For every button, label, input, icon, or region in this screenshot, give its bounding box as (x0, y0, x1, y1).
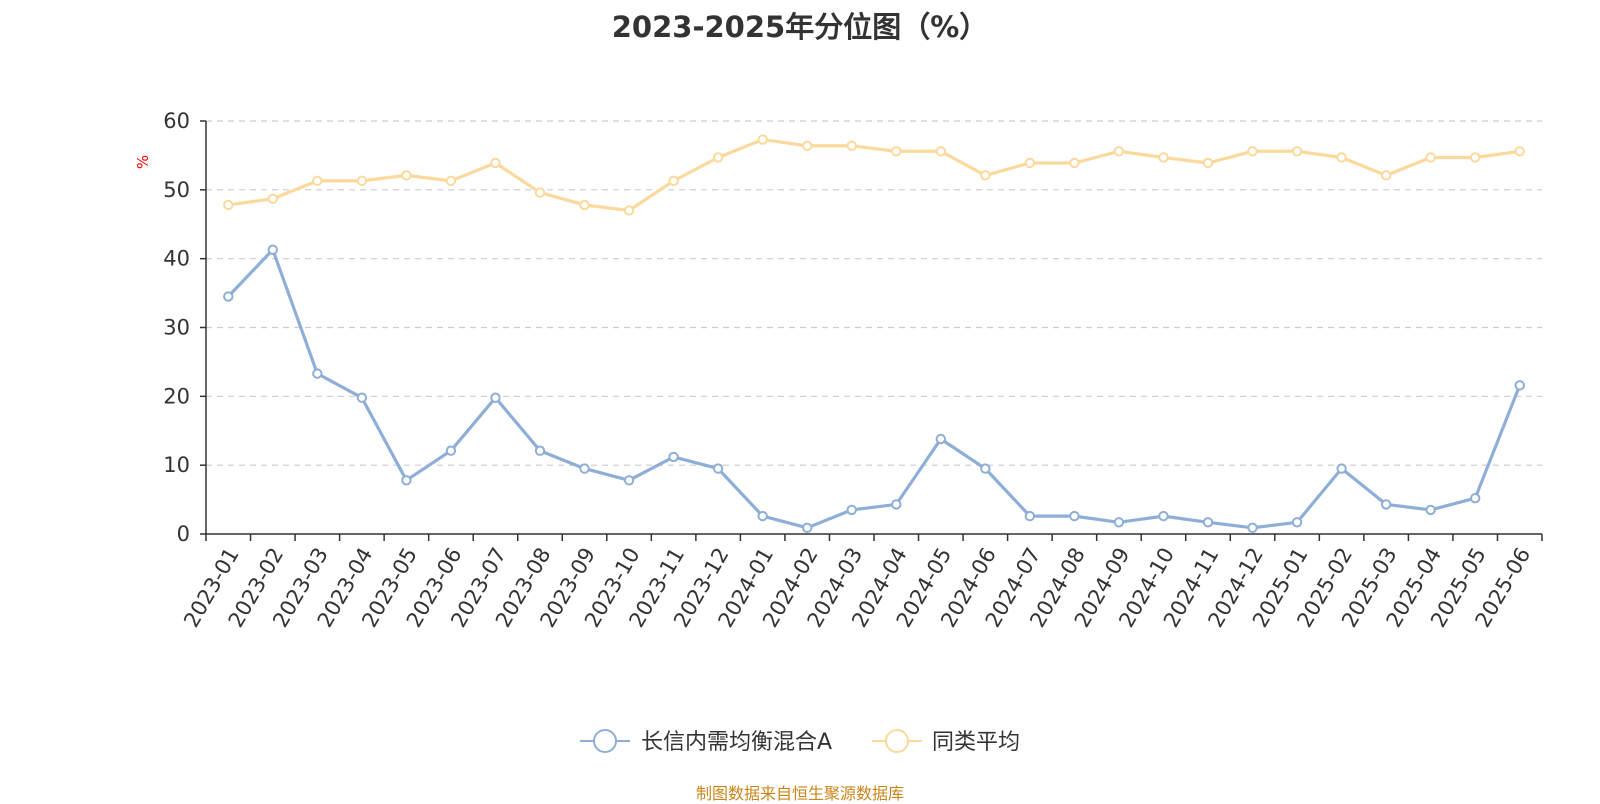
data-point[interactable] (401, 475, 412, 486)
data-point[interactable] (980, 463, 991, 474)
data-point[interactable] (623, 475, 635, 486)
data-point[interactable] (623, 205, 635, 216)
data-point[interactable] (312, 368, 323, 379)
data-point[interactable] (1380, 170, 1392, 181)
data-point[interactable] (1202, 157, 1214, 169)
data-point[interactable] (802, 522, 813, 534)
data-point[interactable] (1425, 152, 1436, 163)
legend-marker (593, 729, 617, 753)
data-point[interactable] (1470, 493, 1481, 504)
y-tick-label: 10 (163, 453, 190, 477)
data-point[interactable] (1069, 157, 1080, 169)
data-point[interactable] (668, 451, 679, 463)
y-tick-label: 50 (163, 178, 190, 202)
axes: 0102030405060%2023-012023-022023-032023-… (134, 109, 1543, 631)
series-lines (223, 134, 1525, 534)
data-point[interactable] (1069, 510, 1080, 522)
legend-item-0[interactable]: 长信内需均衡混合A (580, 729, 832, 755)
y-tick-label: 0 (177, 522, 190, 546)
data-point[interactable] (891, 499, 902, 510)
data-point[interactable] (1336, 152, 1347, 163)
data-point[interactable] (1425, 504, 1436, 516)
data-point[interactable] (1247, 146, 1258, 157)
data-point[interactable] (312, 175, 323, 187)
data-point[interactable] (712, 463, 724, 474)
y-tick-label: 40 (163, 247, 190, 271)
data-point[interactable] (1113, 517, 1125, 528)
data-point[interactable] (1202, 517, 1214, 528)
data-point[interactable] (356, 175, 368, 187)
y-tick-label: 20 (163, 384, 190, 408)
series-line-1 (228, 137, 1520, 213)
data-point[interactable] (891, 146, 902, 157)
legend-label: 同类平均 (932, 730, 1020, 755)
data-point[interactable] (1024, 157, 1036, 169)
data-point[interactable] (1247, 522, 1258, 534)
source-note: 制图数据来自恒生聚源数据库 (695, 784, 904, 803)
data-point[interactable] (846, 504, 857, 516)
data-point[interactable] (1158, 152, 1169, 163)
data-point[interactable] (757, 134, 768, 145)
data-point[interactable] (534, 187, 546, 198)
data-point[interactable] (668, 175, 679, 187)
data-point[interactable] (490, 392, 501, 403)
data-point[interactable] (802, 140, 813, 151)
data-point[interactable] (1336, 463, 1347, 474)
data-point[interactable] (935, 146, 946, 157)
legend-marker (885, 729, 909, 753)
y-tick-label: 60 (163, 109, 190, 133)
y-axis-label: % (134, 155, 152, 169)
data-point[interactable] (223, 199, 234, 211)
data-point[interactable] (445, 175, 457, 187)
data-point[interactable] (1024, 510, 1036, 522)
chart-title: 2023-2025年分位图（%） (611, 10, 989, 44)
data-point[interactable] (980, 170, 991, 181)
y-tick-label: 30 (163, 316, 190, 340)
data-point[interactable] (1514, 146, 1525, 157)
data-point[interactable] (1291, 146, 1303, 157)
data-point[interactable] (1470, 152, 1481, 163)
data-point[interactable] (356, 392, 368, 403)
data-point[interactable] (267, 193, 278, 204)
data-point[interactable] (1113, 146, 1125, 157)
data-point[interactable] (846, 140, 857, 151)
series-line-0 (227, 248, 1522, 530)
data-point[interactable] (1380, 499, 1392, 510)
data-point[interactable] (401, 170, 412, 181)
data-point[interactable] (712, 152, 724, 163)
data-point[interactable] (490, 157, 501, 169)
data-point[interactable] (579, 463, 590, 474)
data-point[interactable] (935, 433, 946, 445)
legend-label: 长信内需均衡混合A (641, 730, 832, 755)
data-point[interactable] (534, 445, 546, 456)
data-point[interactable] (1291, 517, 1303, 528)
data-point[interactable] (445, 445, 457, 456)
legend[interactable]: 长信内需均衡混合A 同类平均 (580, 729, 1020, 755)
data-point[interactable] (223, 291, 234, 302)
data-point[interactable] (267, 244, 278, 255)
data-point[interactable] (1514, 380, 1525, 391)
legend-item-1[interactable]: 同类平均 (872, 729, 1020, 755)
data-point[interactable] (579, 199, 590, 211)
data-point[interactable] (757, 510, 768, 522)
data-point[interactable] (1158, 510, 1169, 522)
